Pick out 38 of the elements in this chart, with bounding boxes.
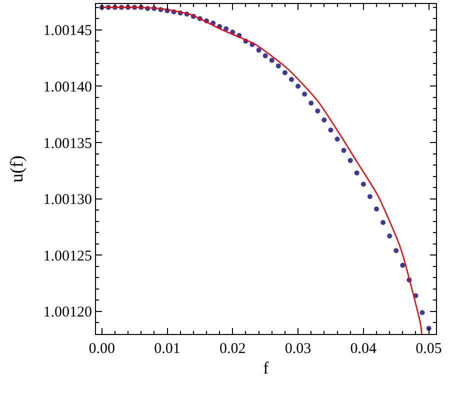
point [302, 92, 308, 97]
point [296, 84, 301, 89]
point [282, 70, 288, 76]
point [380, 220, 386, 225]
point [315, 108, 320, 114]
y-tick-label: 1.00145 [43, 23, 92, 40]
x-tick-label: 0.05 [416, 341, 442, 357]
y-tick-label: 1.00140 [43, 79, 92, 96]
point [341, 148, 346, 153]
x-tick-label: 0.03 [284, 341, 312, 357]
point [269, 58, 274, 63]
y-tick-label: 1.00125 [43, 248, 92, 264]
y-tick-label: 1.00130 [43, 192, 92, 208]
point [322, 118, 327, 123]
y-tick-label: 1.00120 [43, 304, 92, 321]
x-tick-label: 0.04 [350, 341, 378, 357]
y-axis-title: u(f) [6, 156, 26, 182]
point [374, 206, 379, 212]
point [289, 76, 294, 82]
point [420, 310, 425, 316]
x-tick-label: 0.02 [220, 341, 246, 357]
x-tick-label: 0.01 [154, 341, 180, 357]
x-tick-label: 0.00 [88, 341, 116, 357]
point [276, 63, 281, 68]
y-tick-label: 1.00135 [43, 136, 92, 152]
point [256, 48, 262, 53]
point [328, 128, 334, 133]
x-axis-title: f [263, 358, 270, 378]
point [354, 170, 360, 176]
point [367, 194, 372, 200]
point [394, 248, 399, 254]
point [348, 158, 353, 164]
point [360, 182, 366, 187]
point [400, 262, 406, 268]
point [387, 234, 392, 239]
point [262, 53, 268, 58]
point [308, 100, 314, 106]
point [334, 136, 340, 142]
